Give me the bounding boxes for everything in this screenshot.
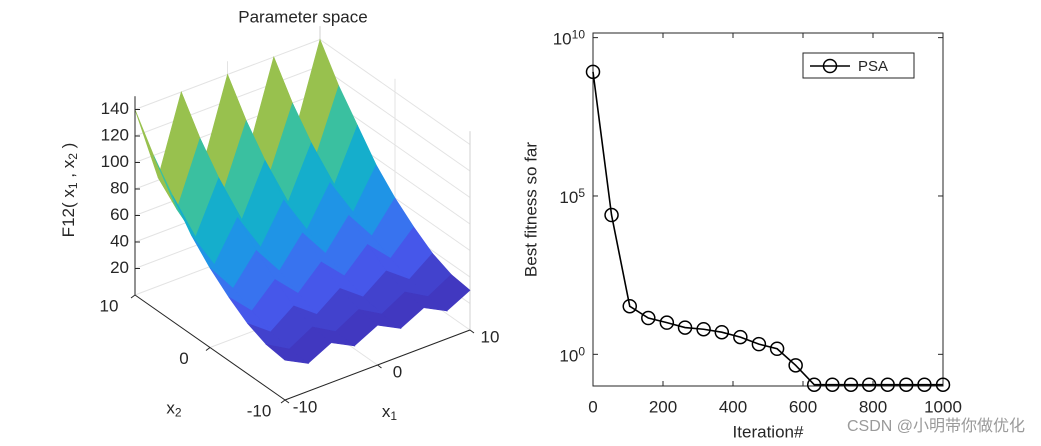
y-tick-label: -10 bbox=[247, 401, 272, 420]
surface-title: Parameter space bbox=[238, 7, 367, 26]
marker bbox=[622, 298, 637, 314]
legend-marker bbox=[822, 58, 838, 74]
label-part: ) bbox=[59, 143, 78, 153]
label-part: , x bbox=[59, 159, 78, 182]
label-part: F12( x bbox=[59, 189, 78, 238]
subscript: 1 bbox=[390, 409, 397, 423]
legend-label: PSA bbox=[858, 58, 888, 75]
x-tick-label: -10 bbox=[293, 397, 318, 416]
tick-exponent: 5 bbox=[578, 186, 585, 200]
x-tick bbox=[284, 399, 290, 404]
marker bbox=[604, 207, 619, 223]
subscript: 2 bbox=[175, 405, 182, 419]
marker bbox=[696, 321, 711, 337]
tick-exponent: 10 bbox=[572, 27, 586, 41]
x-tick-label: 10 bbox=[481, 327, 500, 346]
y-tick-label: 105 bbox=[559, 186, 585, 208]
marker bbox=[659, 315, 675, 330]
z-tick-label: 60 bbox=[110, 205, 129, 224]
y-tick-label: 10 bbox=[100, 296, 119, 315]
y-tick-label: 1010 bbox=[553, 27, 586, 49]
z-axis-label: F12( x1 , x2 ) bbox=[59, 143, 79, 238]
series-line bbox=[592, 71, 943, 386]
marker bbox=[585, 64, 601, 80]
z-tick-label: 80 bbox=[110, 178, 129, 197]
y-tick-label: 100 bbox=[559, 344, 585, 366]
x-tick-label: 400 bbox=[719, 397, 747, 416]
marker bbox=[917, 377, 932, 392]
subscript: 2 bbox=[66, 153, 80, 160]
marker bbox=[899, 377, 914, 392]
y-tick-label: 0 bbox=[179, 349, 188, 368]
tick-exponent: 0 bbox=[578, 344, 585, 358]
marker bbox=[861, 377, 877, 392]
plot-area bbox=[592, 32, 944, 387]
x-tick bbox=[377, 364, 382, 369]
x-tick-label: 1000 bbox=[924, 397, 962, 416]
marker bbox=[714, 324, 730, 340]
tick-base: 10 bbox=[553, 30, 572, 49]
label-part: x bbox=[382, 402, 391, 421]
marker bbox=[843, 377, 859, 392]
y-tick bbox=[280, 399, 286, 404]
marker bbox=[733, 329, 748, 345]
marker bbox=[935, 377, 951, 392]
y-axis-label: x2 bbox=[166, 399, 182, 419]
x-axis-label: x1 bbox=[382, 402, 398, 422]
tick-base: 10 bbox=[559, 188, 578, 207]
marker bbox=[769, 341, 785, 357]
x-axis-label: Iteration# bbox=[733, 422, 804, 441]
marker bbox=[751, 336, 767, 352]
x-tick bbox=[469, 329, 475, 334]
z-tick-label: 100 bbox=[101, 152, 129, 171]
y-tick bbox=[205, 347, 211, 351]
marker bbox=[788, 358, 803, 373]
z-tick-label: 20 bbox=[110, 258, 129, 277]
marker bbox=[880, 377, 895, 392]
marker bbox=[806, 377, 822, 392]
marker bbox=[825, 377, 840, 392]
x-tick-label: 800 bbox=[859, 397, 887, 416]
z-tick-label: 40 bbox=[110, 231, 129, 250]
x-tick-label: 0 bbox=[588, 397, 597, 416]
z-tick-label: 140 bbox=[101, 99, 129, 118]
label-part: x bbox=[166, 399, 175, 418]
subscript: 1 bbox=[66, 182, 80, 189]
x-tick-label: 200 bbox=[649, 397, 677, 416]
y-axis-label: Best fitness so far bbox=[521, 142, 540, 277]
x-tick-label: 600 bbox=[789, 397, 817, 416]
marker bbox=[641, 310, 656, 326]
y-tick bbox=[130, 294, 136, 299]
surface-patch bbox=[265, 343, 310, 364]
marker bbox=[677, 320, 693, 335]
tick-base: 10 bbox=[559, 347, 578, 366]
z-tick-label: 120 bbox=[101, 125, 129, 144]
watermark: CSDN @小明带你做优化 bbox=[847, 417, 1025, 435]
x-tick-label: 0 bbox=[393, 362, 402, 381]
